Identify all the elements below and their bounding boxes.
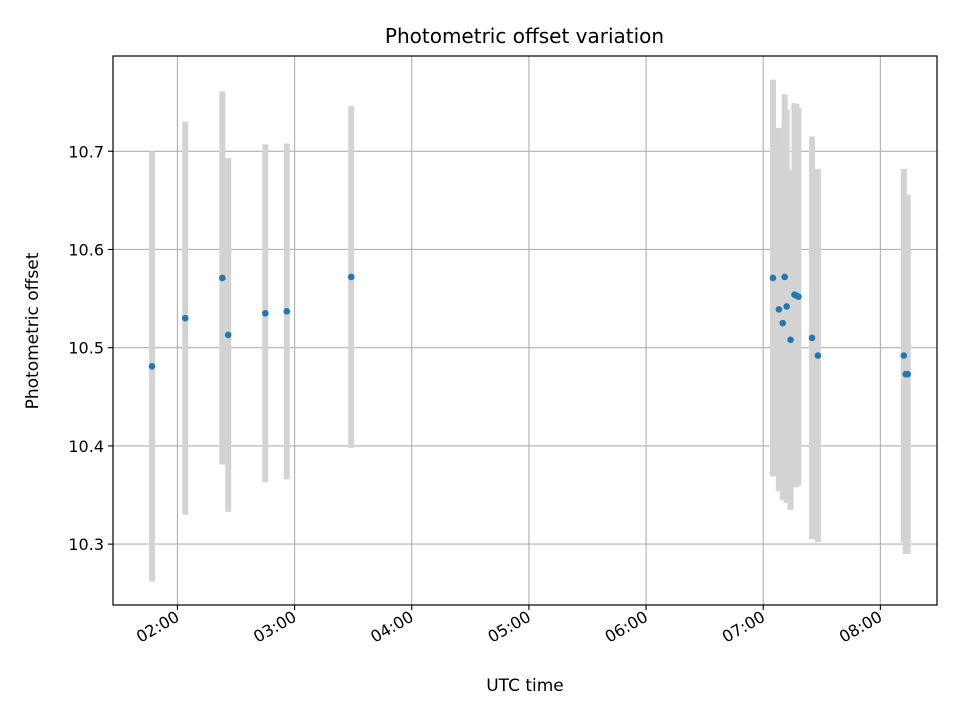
data-point xyxy=(814,352,822,359)
y-axis: 10.3 10.4 10.5 10.6 10.7 xyxy=(68,142,113,554)
plot-frame xyxy=(112,55,938,606)
y-tick-label: 10.5 xyxy=(68,339,104,358)
x-axis-title: UTC time xyxy=(486,676,564,696)
data-point xyxy=(262,310,269,317)
y-tick-label: 10.7 xyxy=(68,142,104,161)
data-point xyxy=(219,274,226,282)
data-point xyxy=(283,308,291,315)
data-point xyxy=(787,336,794,344)
data-point xyxy=(781,273,788,281)
data-point xyxy=(347,273,355,281)
data-point xyxy=(783,303,790,310)
y-tick-label: 10.4 xyxy=(68,437,104,456)
data-point xyxy=(224,331,232,339)
y-tick-label: 10.3 xyxy=(68,535,104,554)
data-point xyxy=(148,363,156,370)
data-point xyxy=(808,334,816,342)
data-point xyxy=(904,370,912,378)
data-point xyxy=(900,352,908,359)
y-axis-title: Photometric offset xyxy=(23,252,43,409)
data-point xyxy=(779,319,787,327)
data-points xyxy=(148,273,912,378)
data-point xyxy=(769,274,777,282)
data-point xyxy=(181,314,189,322)
data-point xyxy=(795,293,802,300)
chart-title: Photometric offset variation xyxy=(385,24,664,48)
data-point xyxy=(775,306,783,313)
y-tick-label: 10.6 xyxy=(68,240,104,259)
